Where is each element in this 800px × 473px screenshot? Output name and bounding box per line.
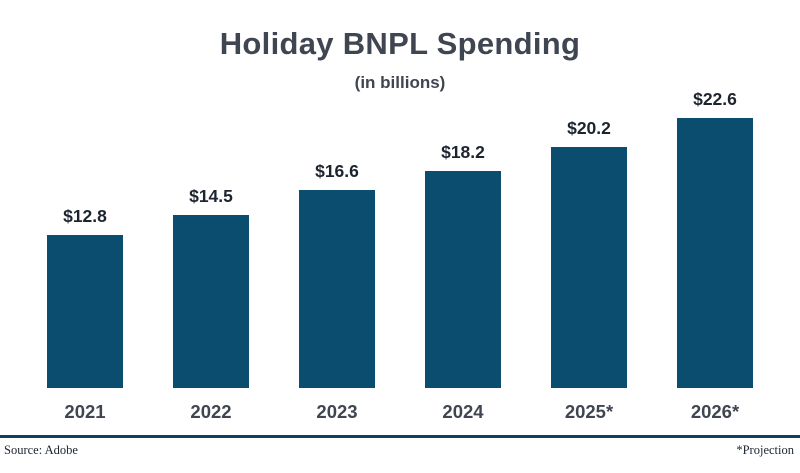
projection-note: *Projection [736,443,794,457]
bar-2026 [677,118,753,388]
x-tick-label: 2021 [64,401,106,422]
chart-subtitle: (in billions) [354,73,446,92]
plot-area: $12.8 2021 $14.5 2022 $16.6 2023 $18.2 2… [0,89,800,423]
x-tick-label: 2022 [190,401,232,422]
bar-group-2021: $12.8 2021 [47,206,123,423]
x-tick-label: 2026* [690,401,740,422]
x-tick-label: 2024 [442,401,484,422]
x-tick-label: 2025* [564,401,614,422]
bar-value-label: $14.5 [189,186,233,206]
footer: Source: Adobe *Projection [0,438,800,458]
chart-title: Holiday BNPL Spending [219,26,581,61]
bar-value-label: $18.2 [441,142,485,162]
bar-2022 [173,215,249,388]
bar-value-label: $12.8 [63,206,107,226]
bar-value-label: $16.6 [315,161,359,181]
bar-group-2023: $16.6 2023 [299,161,375,423]
bar-2025 [551,147,627,388]
bar-group-2025: $20.2 2025* [551,118,627,423]
bar-2021 [47,235,123,388]
bar-2023 [299,190,375,388]
bar-group-2026: $22.6 2026* [677,89,753,423]
baseline-divider [0,435,800,438]
bar-value-label: $22.6 [693,89,737,109]
bar-value-label: $20.2 [567,118,611,138]
x-tick-label: 2023 [316,401,358,422]
bar-2024 [425,171,501,388]
source-attribution: Source: Adobe [4,443,78,457]
bar-group-2024: $18.2 2024 [425,142,501,423]
bar-group-2022: $14.5 2022 [173,186,249,423]
